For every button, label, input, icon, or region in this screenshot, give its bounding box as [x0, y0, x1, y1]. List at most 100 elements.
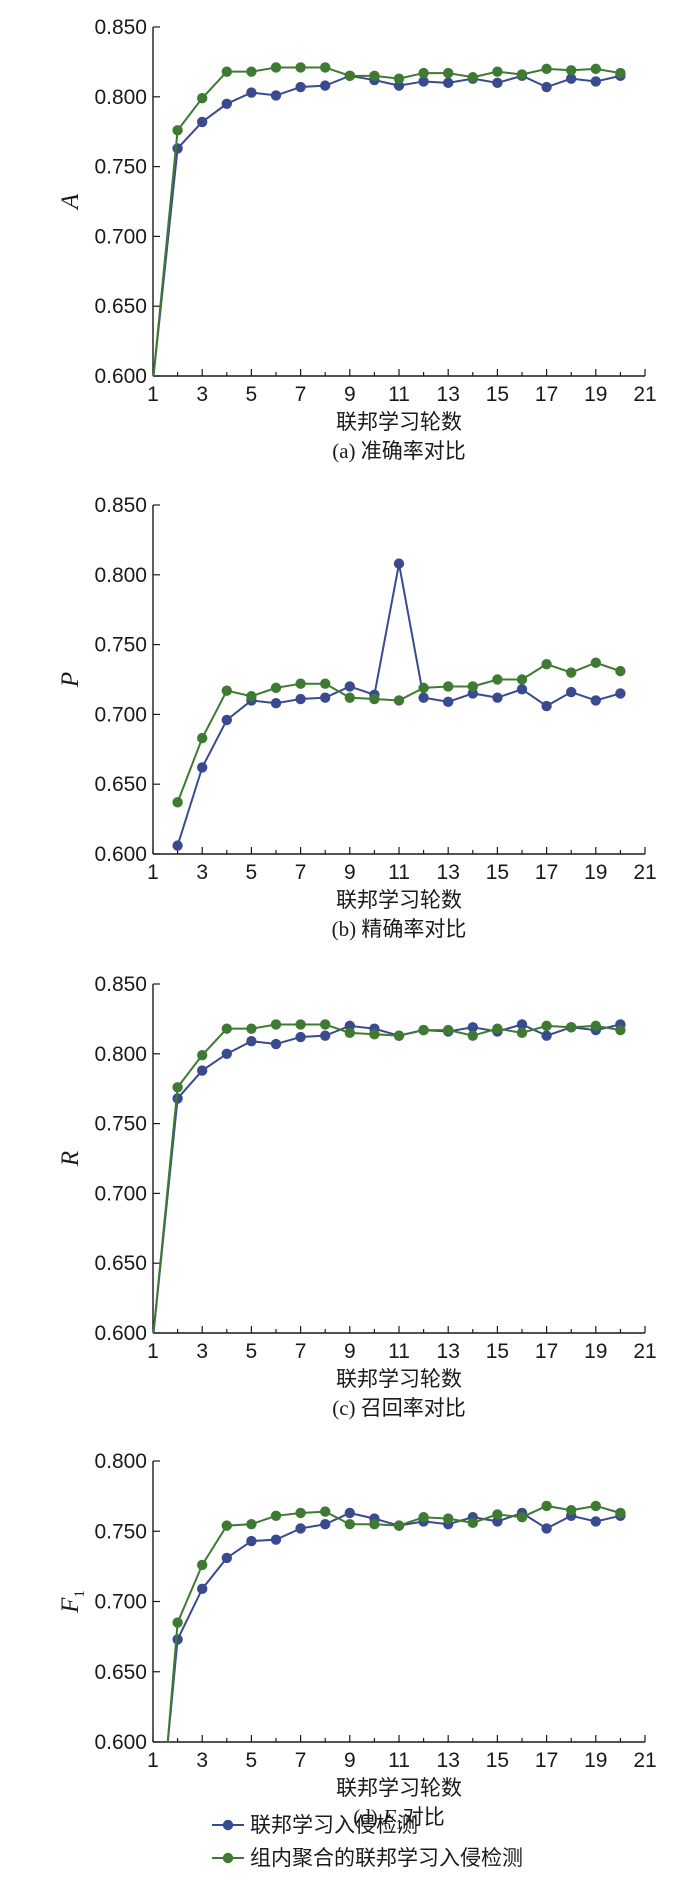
x-tick-label: 9 [344, 383, 356, 406]
y-tick-label: 0.600 [94, 843, 147, 866]
x-axis-label: 联邦学习轮数 [336, 410, 462, 434]
series-2-point [516, 674, 528, 685]
series-2-point [369, 1029, 380, 1040]
series-1-point [492, 77, 503, 89]
series-2-point [270, 1510, 282, 1521]
series-2-point [566, 1504, 577, 1516]
x-tick-label: 17 [535, 1749, 558, 1772]
y-tick-label: 0.700 [94, 703, 147, 726]
series-2-point [443, 681, 454, 692]
series-2-point [221, 685, 232, 696]
series-2-point [393, 73, 405, 84]
y-tick-label: 0.650 [94, 1661, 147, 1684]
series-1-point [221, 1048, 232, 1060]
x-tick-label: 13 [437, 383, 460, 406]
series-2-point [590, 1020, 601, 1032]
series-2-point [418, 67, 429, 79]
x-tick-label: 11 [388, 1749, 410, 1772]
series-2-point [492, 66, 503, 77]
y-axis-label: R [57, 1151, 84, 1167]
series-2-point [172, 1082, 183, 1093]
x-tick-label: 1 [147, 383, 159, 406]
series-2-point [221, 1520, 232, 1531]
series-line-1 [166, 1511, 621, 1743]
series-1-point [344, 1507, 355, 1519]
series-2-point [246, 66, 257, 77]
series-1-point [541, 700, 552, 712]
series-1-point [516, 1019, 528, 1030]
x-tick-label: 5 [246, 383, 258, 406]
x-tick-label: 5 [246, 1749, 258, 1772]
y-tick-label: 0.800 [94, 564, 147, 587]
series-2-point [344, 70, 355, 82]
series-2-point [393, 1520, 405, 1531]
series-2-point [369, 693, 380, 705]
series-1-point [516, 684, 528, 695]
series-2-point [172, 125, 183, 136]
series-1-point [541, 1030, 552, 1041]
series-1-point [197, 116, 208, 128]
series-1-point [320, 692, 331, 703]
series-1-point [615, 688, 626, 699]
series-2-point [295, 62, 306, 73]
series-2-point [443, 67, 454, 79]
series-1-point [270, 698, 282, 709]
series-2-point [344, 1519, 355, 1530]
series-1-point [295, 81, 306, 93]
x-tick-label: 9 [344, 1340, 356, 1363]
series-2-point [541, 658, 552, 670]
series-2-point [615, 1507, 626, 1519]
series-2-point [295, 678, 306, 689]
x-tick-label: 15 [486, 383, 509, 406]
series-2-point [369, 1519, 380, 1530]
y-tick-label: 0.750 [94, 1113, 147, 1136]
y-tick-label: 0.750 [94, 634, 147, 657]
x-axis-label: 联邦学习轮数 [336, 1776, 462, 1800]
series-2-point [418, 1024, 429, 1036]
series-2-point [172, 1617, 183, 1628]
series-2-point [566, 667, 577, 678]
series-2-point [246, 691, 257, 702]
series-1-point [221, 1552, 232, 1564]
x-tick-label: 19 [584, 1340, 607, 1363]
series-1-point [295, 1523, 306, 1534]
x-tick-label: 5 [246, 1340, 258, 1363]
series-2-point [369, 70, 380, 82]
series-2-point [320, 1506, 331, 1517]
series-2-point [590, 657, 601, 668]
chart-caption: (d) F1对比 [353, 1805, 445, 1833]
series-1-point [295, 1031, 306, 1043]
series-1-point [443, 77, 454, 89]
series-1-point [541, 81, 552, 93]
series-2-point [541, 1020, 552, 1032]
x-tick-label: 5 [246, 861, 258, 884]
x-axis-label: 联邦学习轮数 [336, 1367, 462, 1391]
series-2-point [320, 62, 331, 73]
series-2-point [492, 674, 503, 685]
series-1-point [246, 87, 257, 98]
series-2-point [270, 62, 282, 73]
legend-marker [222, 1852, 234, 1864]
x-tick-label: 1 [147, 1340, 159, 1363]
series-2-point [295, 1507, 306, 1519]
series-2-point [467, 1030, 478, 1041]
x-tick-label: 19 [584, 1749, 607, 1772]
series-2-point [516, 69, 528, 80]
series-1-point [418, 76, 429, 87]
y-tick-label: 0.850 [94, 973, 147, 996]
series-2-point [443, 1513, 454, 1524]
x-tick-label: 15 [486, 1340, 509, 1363]
y-tick-label: 0.650 [94, 295, 147, 318]
series-2-point [197, 732, 208, 744]
y-tick-label: 0.700 [94, 1182, 147, 1205]
legend-marker [222, 1819, 234, 1831]
series-2-point [393, 695, 405, 706]
series-1-point [541, 1523, 552, 1534]
series-2-point [566, 1022, 577, 1033]
series-1-point [467, 1022, 478, 1033]
series-2-point [344, 692, 355, 703]
x-tick-label: 13 [437, 861, 460, 884]
